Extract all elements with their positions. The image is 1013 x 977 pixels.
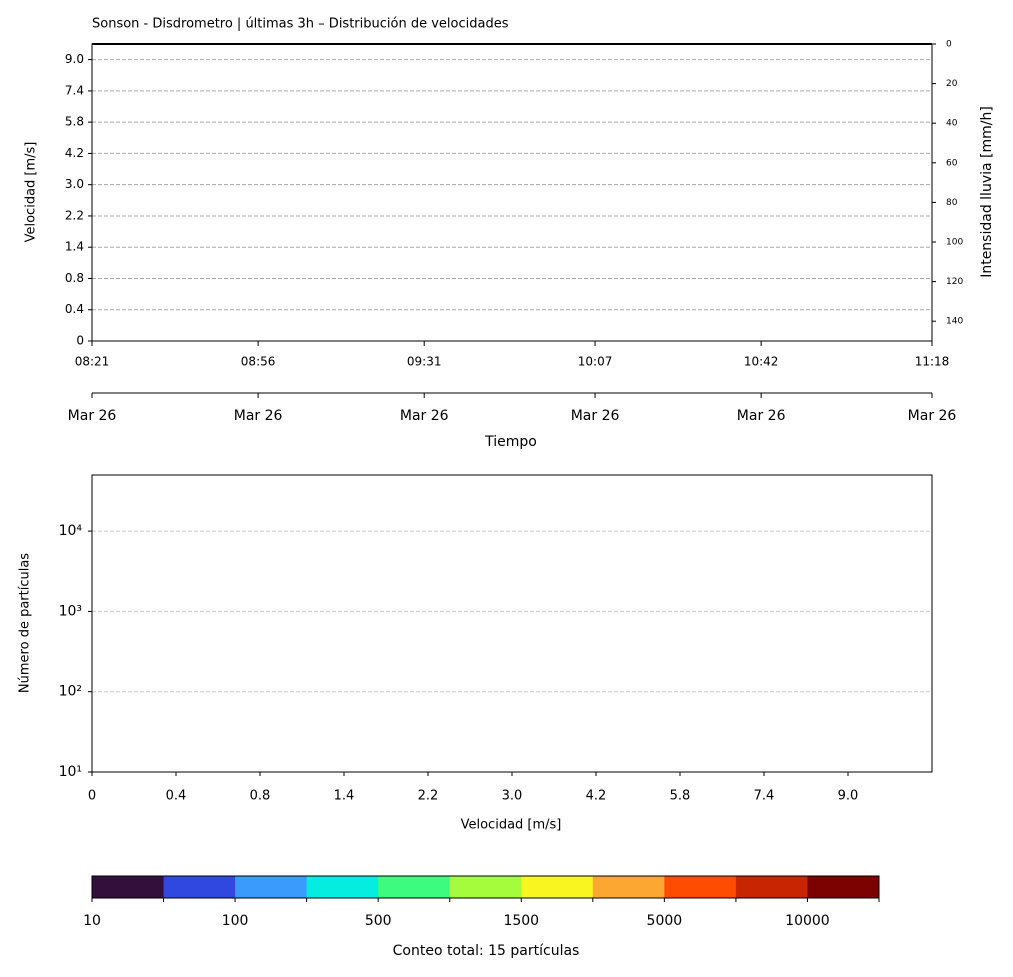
y-tick-label: 10³ [59, 603, 82, 619]
date-tick-label: Mar 26 [234, 408, 283, 424]
colorbar-segment [592, 876, 665, 898]
date-tick-label: Mar 26 [571, 408, 620, 424]
date-tick-label: Mar 26 [737, 408, 786, 424]
y-axis-label: Velocidad [m/s] [24, 142, 39, 243]
colorbar-segment [521, 876, 594, 898]
y-tick-label: 4.2 [65, 146, 84, 160]
x-tick-label: 11:18 [915, 355, 950, 369]
x-tick-label: 1.4 [334, 789, 355, 804]
colorbar-segment [664, 876, 737, 898]
y2-tick-label: 40 [946, 119, 958, 129]
colorbar-segment [449, 876, 522, 898]
y2-axis-label: Intensidad lluvia [mm/h] [979, 106, 995, 278]
y-tick-label: 0.4 [65, 302, 84, 316]
colorbar-segment [807, 876, 880, 898]
date-tick-label: Mar 26 [908, 408, 957, 424]
y-tick-label: 9.0 [65, 52, 84, 66]
date-tick-label: Mar 26 [68, 408, 117, 424]
x-tick-label: 10:07 [578, 355, 613, 369]
x-tick-label: 0.8 [250, 789, 271, 804]
colorbar-segment [306, 876, 379, 898]
x-axis-label: Tiempo [484, 434, 537, 450]
x-tick-label: 9.0 [838, 789, 859, 804]
y-tick-label: 10¹ [59, 764, 82, 780]
y2-tick-label: 0 [946, 40, 952, 50]
y-tick-label: 1.4 [65, 240, 84, 254]
x-axis-label: Velocidad [m/s] [461, 818, 562, 833]
y2-tick-label: 100 [946, 238, 963, 248]
y2-tick-label: 120 [946, 277, 963, 287]
colorbar-tick-label: 10000 [785, 913, 830, 929]
y-tick-label: 7.4 [65, 83, 84, 97]
y-tick-label: 0 [76, 334, 84, 348]
x-tick-label: 10:42 [744, 355, 779, 369]
y-tick-label: 2.2 [65, 208, 84, 222]
plot-frame [91, 474, 933, 773]
chart-title: Sonson - Disdrometro | últimas 3h – Dist… [92, 17, 509, 32]
y-tick-label: 5.8 [65, 115, 84, 129]
x-tick-label: 0 [88, 789, 96, 804]
colorbar-tick-label: 500 [365, 913, 392, 929]
y-tick-label: 0.8 [65, 271, 84, 285]
y-tick-label: 3.0 [65, 177, 84, 191]
colorbar-segment [92, 876, 165, 898]
date-tick-label: Mar 26 [400, 408, 449, 424]
x-tick-label: 3.0 [502, 789, 523, 804]
y2-tick-label: 60 [946, 158, 958, 168]
y-tick-label: 10² [59, 684, 82, 700]
y2-tick-label: 140 [946, 317, 963, 327]
y2-tick-label: 80 [946, 198, 958, 208]
colorbar-frame [91, 875, 880, 899]
colorbar-label: Conteo total: 15 partículas [393, 943, 580, 959]
colorbar-tick-label: 10 [83, 913, 101, 929]
plot-frame [91, 43, 933, 342]
colorbar-tick-label: 5000 [647, 913, 683, 929]
colorbar-segment [378, 876, 451, 898]
x-tick-label: 7.4 [754, 789, 775, 804]
x-tick-label: 09:31 [407, 355, 442, 369]
colorbar-tick-label: 100 [222, 913, 249, 929]
colorbar-tick-label: 1500 [503, 913, 539, 929]
x-tick-label: 08:56 [241, 355, 276, 369]
colorbar-segment [235, 876, 308, 898]
x-tick-label: 08:21 [75, 355, 110, 369]
y2-tick-label: 20 [946, 79, 958, 89]
x-tick-label: 4.2 [586, 789, 607, 804]
y-axis-label: Número de partículas [18, 553, 33, 693]
x-tick-label: 2.2 [418, 789, 439, 804]
colorbar-segment [735, 876, 808, 898]
x-tick-label: 0.4 [166, 789, 187, 804]
y-tick-label: 10⁴ [59, 523, 83, 539]
x-tick-label: 5.8 [670, 789, 691, 804]
colorbar-segment [163, 876, 236, 898]
